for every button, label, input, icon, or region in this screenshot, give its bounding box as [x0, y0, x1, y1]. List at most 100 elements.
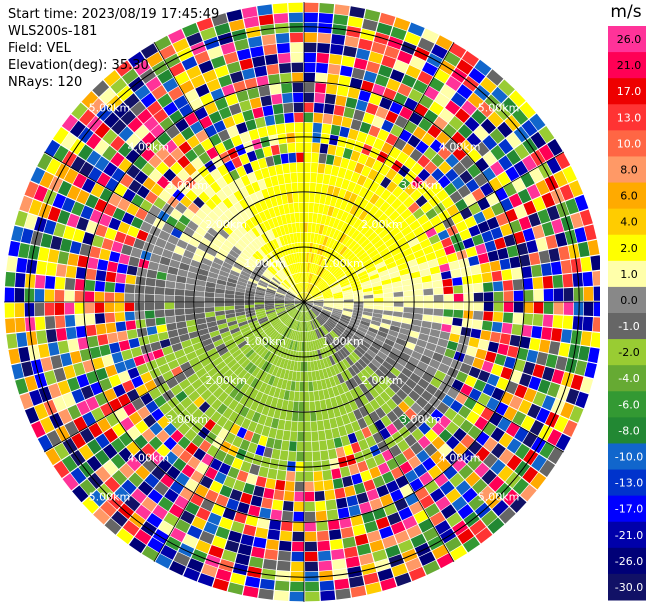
velocity-gate [363, 479, 376, 492]
velocity-gate [48, 383, 62, 399]
velocity-gate [204, 297, 215, 302]
velocity-gate [285, 122, 295, 133]
velocity-gate [323, 307, 333, 311]
velocity-gate [318, 203, 325, 214]
velocity-gate [273, 206, 281, 217]
velocity-gate [274, 580, 290, 591]
velocity-gate [491, 363, 504, 377]
velocity-gate [336, 209, 345, 220]
velocity-gate [377, 568, 394, 582]
velocity-gate [330, 330, 339, 339]
velocity-gate [302, 292, 304, 302]
velocity-gate [347, 566, 363, 578]
velocity-gate [339, 279, 349, 286]
velocity-gate [334, 241, 342, 252]
velocity-gate [290, 431, 298, 442]
velocity-gate [526, 349, 539, 363]
velocity-gate [309, 273, 313, 283]
velocity-gate [277, 287, 287, 293]
velocity-gate [215, 283, 226, 290]
velocity-gate [315, 317, 323, 326]
velocity-gate [316, 328, 322, 338]
velocity-gate [26, 331, 38, 346]
velocity-gate [186, 135, 200, 149]
velocity-gate [356, 267, 366, 275]
velocity-gate [164, 488, 179, 503]
velocity-gate [548, 341, 561, 355]
velocity-gate [153, 108, 169, 124]
velocity-gate [323, 294, 333, 298]
velocity-gate [222, 261, 233, 270]
velocity-gate [274, 322, 283, 330]
velocity-gate [163, 101, 178, 116]
velocity-gate [215, 375, 227, 387]
velocity-gate [539, 442, 555, 459]
velocity-gate [181, 56, 198, 71]
velocity-gate [250, 240, 260, 250]
velocity-gate [467, 163, 481, 178]
velocity-gate [67, 377, 80, 392]
velocity-gate [195, 209, 207, 221]
velocity-gate [348, 463, 360, 476]
velocity-gate [382, 342, 393, 352]
velocity-gate [273, 489, 285, 501]
velocity-gate [235, 553, 250, 566]
velocity-gate [310, 331, 315, 341]
velocity-gate [287, 400, 294, 411]
velocity-gate [272, 103, 284, 115]
velocity-gate [507, 345, 519, 358]
velocity-gate [467, 92, 484, 109]
velocity-gate [309, 310, 316, 319]
velocity-gate [86, 150, 102, 166]
velocity-gate [304, 322, 306, 332]
velocity-gate [135, 504, 152, 520]
velocity-gate [401, 279, 412, 286]
velocity-gate [429, 511, 446, 527]
velocity-gate [118, 253, 130, 265]
velocity-gate [383, 297, 394, 302]
velocity-gate [276, 323, 284, 332]
velocity-gate [219, 327, 230, 334]
colorbar-cell [608, 182, 646, 210]
velocity-gate [347, 181, 357, 193]
velocity-gate [497, 247, 509, 260]
velocity-gate [406, 259, 418, 268]
colorbar-tick-label: -1.0 [618, 320, 639, 333]
velocity-gate [133, 155, 148, 170]
velocity-gate [326, 83, 338, 95]
velocity-gate [531, 454, 547, 472]
velocity-gate [401, 74, 417, 88]
velocity-gate [242, 109, 255, 122]
velocity-gate [313, 303, 324, 305]
velocity-gate [347, 16, 363, 28]
range-ring-label: 1.00km [244, 257, 286, 270]
velocity-gate [5, 318, 16, 334]
velocity-gate [177, 327, 189, 336]
velocity-gate [460, 155, 474, 170]
velocity-gate [330, 314, 340, 320]
velocity-gate [350, 337, 361, 346]
velocity-gate [482, 151, 498, 167]
velocity-gate [297, 302, 304, 309]
velocity-gate [225, 313, 236, 319]
velocity-gate [537, 209, 551, 224]
velocity-gate [405, 557, 422, 572]
velocity-gate [500, 366, 513, 380]
velocity-gate [418, 422, 431, 435]
velocity-gate [281, 282, 290, 290]
azimuth-line [303, 41, 455, 303]
velocity-gate [314, 400, 322, 411]
velocity-gate [310, 233, 315, 243]
velocity-gate [323, 295, 333, 299]
velocity-gate [379, 201, 391, 213]
velocity-gate [463, 354, 475, 366]
velocity-gate [353, 482, 366, 495]
velocity-gate [85, 396, 100, 411]
velocity-gate [299, 321, 302, 332]
velocity-gate [555, 356, 568, 371]
velocity-gate [325, 356, 333, 367]
velocity-gate [434, 370, 446, 382]
velocity-gate [140, 371, 153, 384]
velocity-gate [412, 208, 425, 220]
colorbar-cell [608, 469, 646, 497]
